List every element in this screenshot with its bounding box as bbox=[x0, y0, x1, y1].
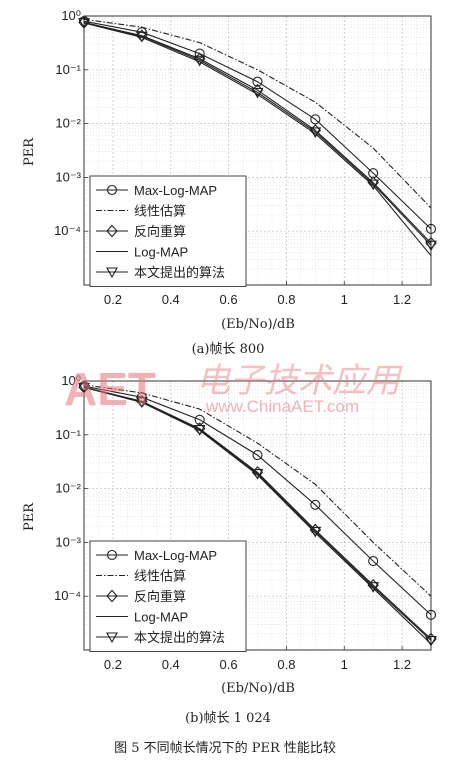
series-1-point bbox=[310, 499, 321, 510]
xtick-label: 0.4 bbox=[162, 657, 180, 672]
xtick-label: 0.2 bbox=[104, 657, 122, 672]
panel-a-ylabel: PER bbox=[22, 137, 37, 166]
series-5-point bbox=[251, 469, 264, 480]
legend-marker bbox=[106, 589, 118, 603]
series-5-point bbox=[367, 582, 380, 593]
panel-a-xlabel: (Eb/No)/dB bbox=[221, 317, 295, 332]
watermark-url: www.ChinaAET.com bbox=[205, 397, 359, 416]
ytick-label: 10⁰ bbox=[61, 8, 81, 23]
legend-label: Log-MAP bbox=[134, 610, 188, 625]
legend-label: 反向重算 bbox=[134, 589, 186, 604]
legend-label: Log-MAP bbox=[134, 245, 188, 260]
series-1-point bbox=[252, 450, 263, 461]
series-5-point bbox=[309, 526, 322, 538]
series-5-point bbox=[135, 397, 148, 408]
series-1-point bbox=[194, 48, 205, 59]
panel-b-series bbox=[78, 380, 437, 647]
panel-a-xtick-labels: 0.2 0.4 0.6 0.8 1 1.2 bbox=[104, 281, 411, 307]
series-5-point bbox=[425, 240, 437, 252]
panel-a-series bbox=[78, 16, 437, 257]
legend-marker bbox=[106, 267, 118, 279]
ytick-label: 10⁻⁴ bbox=[54, 588, 81, 603]
xtick-label: 0.8 bbox=[277, 657, 295, 672]
ytick-label: 10⁻³ bbox=[55, 534, 81, 549]
legend-label: 本文提出的算法 bbox=[134, 265, 225, 280]
panel-a: 10⁻⁴ 10⁻³ 10⁻² 10⁻¹ 10⁰ 0.2 0.4 0.6 0.8 1 1.2 PER… bbox=[22, 8, 437, 357]
legend-label: 反向重算 bbox=[134, 224, 186, 239]
series-1-point bbox=[194, 414, 205, 425]
series-line-2 bbox=[83, 384, 432, 597]
series-5-point bbox=[78, 382, 90, 394]
panel-b-ytick-labels: 10⁻⁴ 10⁻³ 10⁻² 10⁻¹ 10⁰ bbox=[54, 373, 88, 603]
panel-a-caption: (a)帧长 800 bbox=[192, 342, 265, 357]
series-line-2 bbox=[83, 18, 432, 209]
watermark-chinese: 电子技术应用 bbox=[196, 361, 403, 401]
legend-label: Max-Log-MAP bbox=[134, 183, 217, 198]
series-line-5 bbox=[83, 22, 432, 246]
series-line-1 bbox=[83, 385, 432, 616]
series-1-point bbox=[310, 114, 321, 125]
series-1-point bbox=[425, 223, 437, 235]
legend-label: 本文提出的算法 bbox=[134, 630, 225, 645]
ytick-label: 10⁻² bbox=[55, 481, 81, 496]
legend-label: 线性估算 bbox=[134, 569, 186, 584]
series-5-point bbox=[309, 127, 322, 139]
xtick-label: 0.4 bbox=[162, 292, 180, 307]
series-5-point bbox=[193, 55, 206, 67]
ytick-label: 10⁻³ bbox=[55, 169, 81, 184]
series-5-point bbox=[251, 87, 264, 99]
ytick-label: 10⁻⁴ bbox=[54, 223, 81, 238]
series-5-point bbox=[193, 425, 206, 436]
series-5-point bbox=[135, 31, 148, 43]
legend-label: 线性估算 bbox=[134, 204, 186, 219]
figure-caption: 图 5 不同帧长情况下的 PER 性能比较 bbox=[114, 740, 336, 756]
xtick-label: 1 bbox=[341, 292, 348, 307]
series-1-point bbox=[252, 76, 263, 87]
ytick-label: 10⁰ bbox=[61, 373, 81, 388]
legend-marker bbox=[106, 632, 118, 644]
legend-marker bbox=[106, 184, 118, 196]
legend-marker bbox=[106, 549, 118, 561]
xtick-label: 0.6 bbox=[220, 657, 238, 672]
series-line-3 bbox=[83, 21, 432, 244]
series-line-4 bbox=[83, 22, 432, 257]
ytick-label: 10⁻² bbox=[55, 116, 81, 131]
series-line-5 bbox=[83, 386, 432, 641]
series-5-point bbox=[78, 18, 90, 29]
xtick-label: 0.2 bbox=[104, 292, 122, 307]
xtick-label: 1.2 bbox=[393, 292, 411, 307]
panel-a-frame bbox=[83, 15, 432, 286]
xtick-label: 0.8 bbox=[277, 292, 295, 307]
xtick-label: 1.2 bbox=[393, 657, 411, 672]
legend-marker bbox=[106, 224, 118, 238]
panel-b-ylabel: PER bbox=[22, 502, 37, 531]
series-5-point bbox=[367, 179, 380, 191]
panel-b-caption: (b)帧长 1 024 bbox=[185, 711, 271, 726]
panel-b: 10⁻⁴ 10⁻³ 10⁻² 10⁻¹ 10⁰ 0.2 0.4 0.6 0.8 1 1.2 PER… bbox=[22, 373, 437, 726]
series-1-point bbox=[425, 609, 437, 620]
xtick-label: 1 bbox=[341, 657, 348, 672]
watermark-logo: AET bbox=[64, 363, 156, 415]
xtick-label: 0.6 bbox=[220, 292, 238, 307]
series-5-point bbox=[425, 635, 437, 647]
ytick-label: 10⁻¹ bbox=[55, 62, 81, 77]
panel-b-frame bbox=[83, 380, 432, 651]
series-1-point bbox=[368, 556, 379, 567]
panel-a-ytick-labels: 10⁻⁴ 10⁻³ 10⁻² 10⁻¹ 10⁰ bbox=[54, 8, 88, 238]
panel-b-xtick-labels: 0.2 0.4 0.6 0.8 1 1.2 bbox=[104, 646, 411, 672]
watermark: AET 电子技术应用 www.ChinaAET.com bbox=[64, 361, 403, 416]
panel-b-xlabel: (Eb/No)/dB bbox=[221, 681, 295, 696]
legend-label: Max-Log-MAP bbox=[134, 548, 217, 563]
ytick-label: 10⁻¹ bbox=[55, 427, 81, 442]
